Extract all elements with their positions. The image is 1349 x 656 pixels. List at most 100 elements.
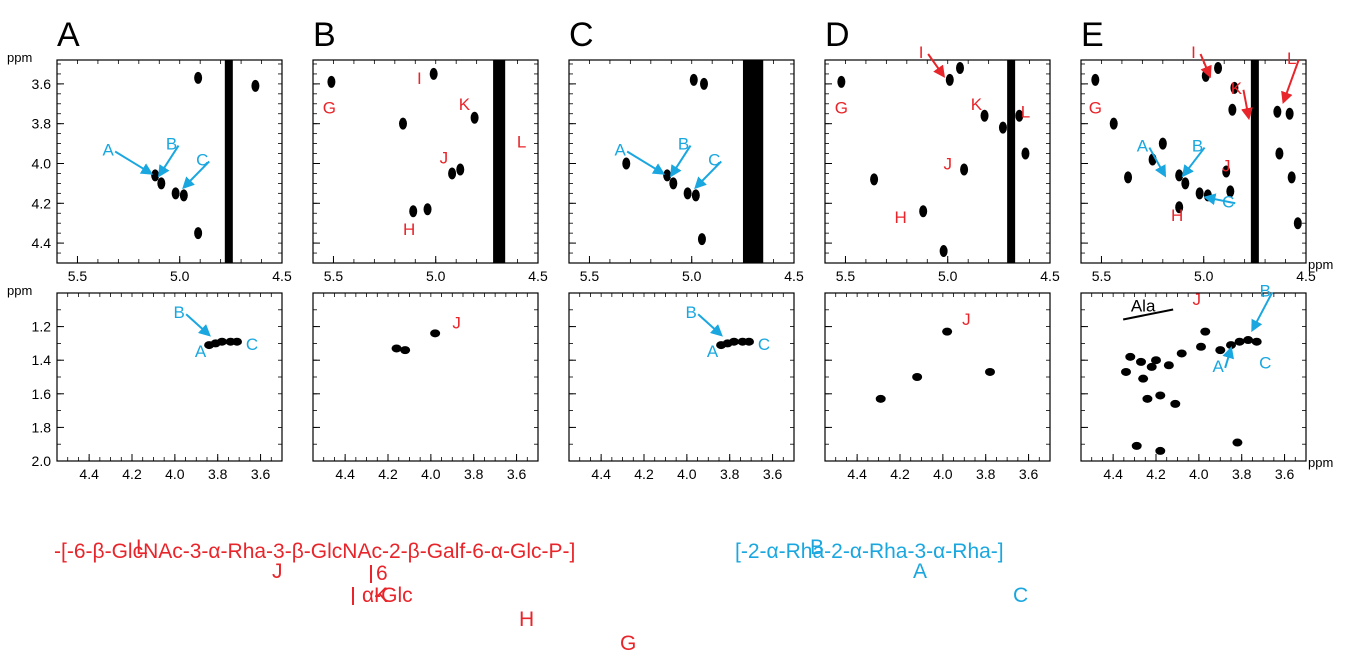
cross-peak <box>171 187 180 200</box>
cross-peak <box>194 71 203 84</box>
residue-label-A: A <box>913 560 928 583</box>
residue-label-B: B <box>810 536 825 559</box>
peak-label: C <box>246 335 258 354</box>
cross-peak <box>194 227 203 240</box>
cross-peak <box>423 203 432 216</box>
peak-label: H <box>895 208 907 227</box>
peak-label: A <box>614 141 626 160</box>
x-tick-label: 4.5 <box>1296 268 1316 284</box>
cross-peak <box>1181 177 1190 190</box>
peak-label: K <box>1231 79 1243 98</box>
cross-peak <box>980 109 989 122</box>
peak-label: A <box>195 342 207 361</box>
x-tick-label: 4.2 <box>1146 466 1166 482</box>
residue-label-J: J <box>272 560 283 583</box>
y-tick-label: 4.2 <box>32 195 52 211</box>
peak-label: J <box>962 310 971 329</box>
plot-frame <box>1080 59 1307 264</box>
peak-label: L <box>1287 49 1296 68</box>
x-tick-label: 5.0 <box>938 268 958 284</box>
x-tick-label: 5.5 <box>324 268 344 284</box>
plot-frame <box>56 292 283 462</box>
x-tick-label: 4.4 <box>79 466 99 482</box>
peak-label: I <box>417 69 422 88</box>
residue-label-C: C <box>1013 584 1029 607</box>
cross-peak <box>729 337 739 346</box>
x-tick-label: 4.4 <box>1103 466 1123 482</box>
cross-peak <box>1215 346 1226 355</box>
cross-peak <box>942 327 953 336</box>
structure-blue-letters: B A C <box>800 512 1028 608</box>
cross-peak <box>956 61 964 74</box>
y-tick-label: 1.6 <box>32 386 52 402</box>
cross-peak <box>1155 446 1166 455</box>
cross-peak <box>1121 367 1131 376</box>
x-tick-label: 4.2 <box>122 466 142 482</box>
x-tick-label: 4.0 <box>677 466 697 482</box>
cross-peak <box>1155 391 1166 400</box>
peak-arrow <box>669 145 692 178</box>
x-tick-label: 3.8 <box>464 466 484 482</box>
plot-frame <box>1080 292 1307 462</box>
peak-arrow <box>1281 59 1300 105</box>
cross-peak <box>151 169 160 182</box>
peak-label: C <box>758 335 770 354</box>
peak-label: L <box>1021 103 1030 122</box>
cross-peak <box>1125 352 1136 361</box>
cross-peak <box>1175 201 1184 214</box>
plot-frame <box>568 292 795 462</box>
solvent-ridge <box>749 60 758 263</box>
peak-label: B <box>1192 137 1203 156</box>
cross-peak <box>1230 81 1239 94</box>
x-axis-unit: ppm <box>1308 257 1333 272</box>
peak-label: J <box>1222 156 1231 175</box>
x-tick-label: 3.6 <box>251 466 271 482</box>
cross-peak <box>1195 187 1204 200</box>
cross-peak <box>1226 185 1235 198</box>
cross-peak <box>691 189 700 202</box>
cross-peak <box>939 245 948 258</box>
ala-bar <box>1122 308 1174 321</box>
cross-peak <box>1232 438 1243 447</box>
peak-arrow <box>1241 89 1253 121</box>
x-tick-label: 4.5 <box>528 268 548 284</box>
panel-letter: D <box>825 16 850 54</box>
plot-frame <box>824 292 1051 462</box>
peak-label: G <box>1089 99 1102 118</box>
y-tick-label: 2.0 <box>32 453 52 469</box>
peak-label: B <box>166 135 177 154</box>
cross-peak <box>985 367 995 376</box>
peak-label: J <box>440 148 449 167</box>
residue-label-G: G <box>620 632 637 655</box>
cross-peak <box>1234 337 1245 346</box>
panel-letter: B <box>313 16 336 54</box>
plot-frame <box>312 292 539 462</box>
cross-peak <box>1136 357 1146 366</box>
x-tick-label: 4.2 <box>890 466 910 482</box>
red-polysaccharide-chain: -[-6-β-GlcNAc-3-α-Rha-3-β-GlcNAc-2-β-Gal… <box>54 540 576 563</box>
peak-label: C <box>708 150 720 169</box>
y-tick-label: 1.8 <box>32 419 52 435</box>
solvent-ridge <box>493 60 502 263</box>
cross-peak <box>1146 362 1157 371</box>
peak-label: J <box>943 154 952 173</box>
x-tick-label: 3.6 <box>1275 466 1295 482</box>
peak-label: H <box>403 220 415 239</box>
x-tick-label: 4.2 <box>634 466 654 482</box>
x-tick-label: 3.6 <box>763 466 783 482</box>
cross-peak <box>1214 61 1223 74</box>
peak-label: A <box>707 342 719 361</box>
branch-sugar: α-Glc <box>352 584 413 608</box>
peak-label: A <box>1212 357 1224 376</box>
peak-arrow <box>1222 346 1234 369</box>
peak-label: I <box>1191 43 1196 62</box>
cross-peak <box>217 337 227 346</box>
peak-label: H <box>1171 206 1183 225</box>
x-tick-label: 3.8 <box>720 466 740 482</box>
cross-peak <box>1287 171 1296 184</box>
cross-peak <box>251 79 260 92</box>
cross-peak <box>1275 147 1284 160</box>
plot-frame <box>824 59 1051 264</box>
peak-label: B <box>685 303 696 322</box>
